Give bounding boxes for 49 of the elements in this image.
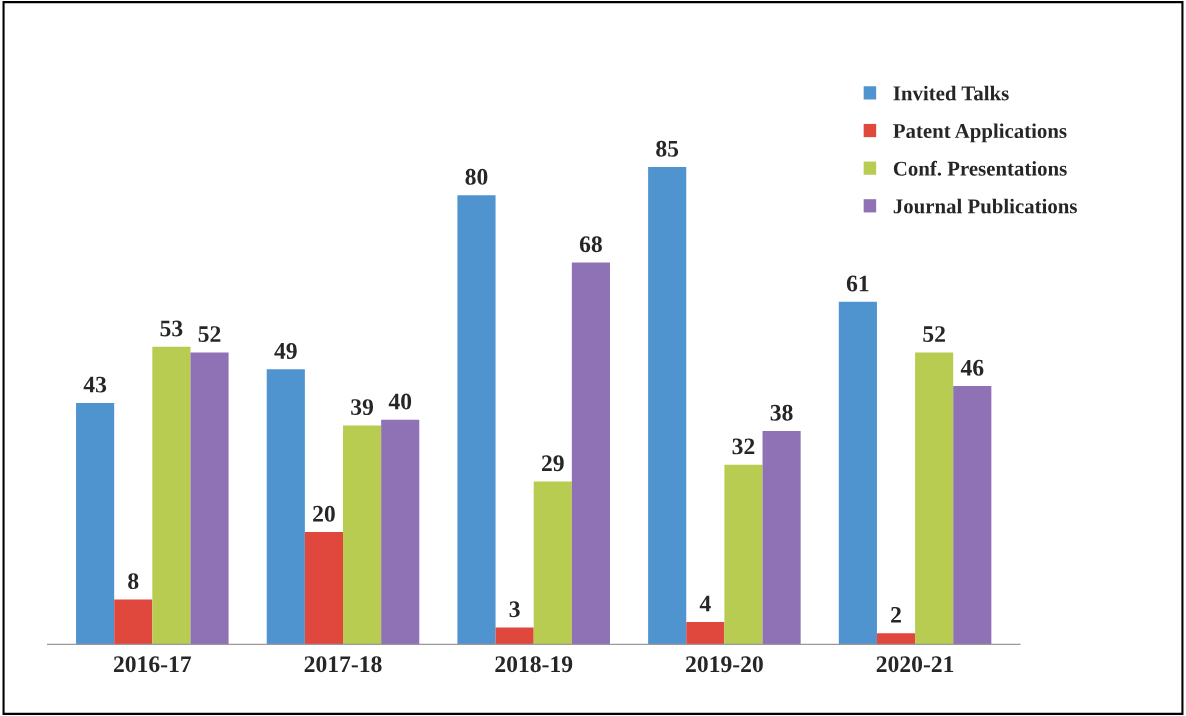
x-tick-label: 2018-19 [495,656,573,673]
data-label: 8 [128,573,139,590]
data-label: 39 [351,399,374,416]
bar [686,621,725,645]
legend-label: Conf. Presentations [893,160,1067,176]
data-label: 4 [699,595,711,612]
bar [381,419,420,645]
data-label: 3 [509,601,520,618]
data-label: 80 [465,168,488,185]
data-label: 43 [83,376,107,393]
bar [876,633,916,645]
data-label: 53 [160,320,183,337]
data-label: 29 [541,455,564,472]
bar [953,386,992,645]
bar [152,346,191,645]
data-label: 32 [732,438,755,455]
legend-label: Patent Applications [893,123,1067,143]
data-label: 49 [274,343,297,359]
x-tick-label: 2020-21 [876,656,954,673]
legend-label: Journal Publications [893,198,1077,214]
data-label: 38 [770,404,793,421]
bar [266,369,305,645]
bar [571,262,610,645]
data-label: 52 [198,326,221,343]
bar [762,431,801,645]
bar [648,167,687,645]
data-label: 52 [923,326,945,343]
bar [114,599,153,645]
data-label: 40 [388,393,412,410]
bar [495,627,534,645]
bar [190,352,229,645]
data-label: 61 [846,275,869,292]
x-tick-label: 2017-18 [304,656,382,673]
bar [76,402,115,645]
bar [304,532,344,645]
data-label: 68 [579,236,602,253]
bar [343,425,382,645]
x-tick-label: 2016-17 [113,656,192,673]
bar [724,464,763,645]
bar [915,352,954,645]
data-label: 20 [313,505,335,522]
x-tick-label: 2019-20 [686,656,763,673]
data-label: 85 [656,140,679,157]
bar [533,481,572,645]
bar [457,195,496,645]
bar [838,301,877,645]
data-label: 2 [891,606,901,623]
data-label: 46 [960,359,984,376]
legend-label: Invited Talks [893,85,1009,101]
